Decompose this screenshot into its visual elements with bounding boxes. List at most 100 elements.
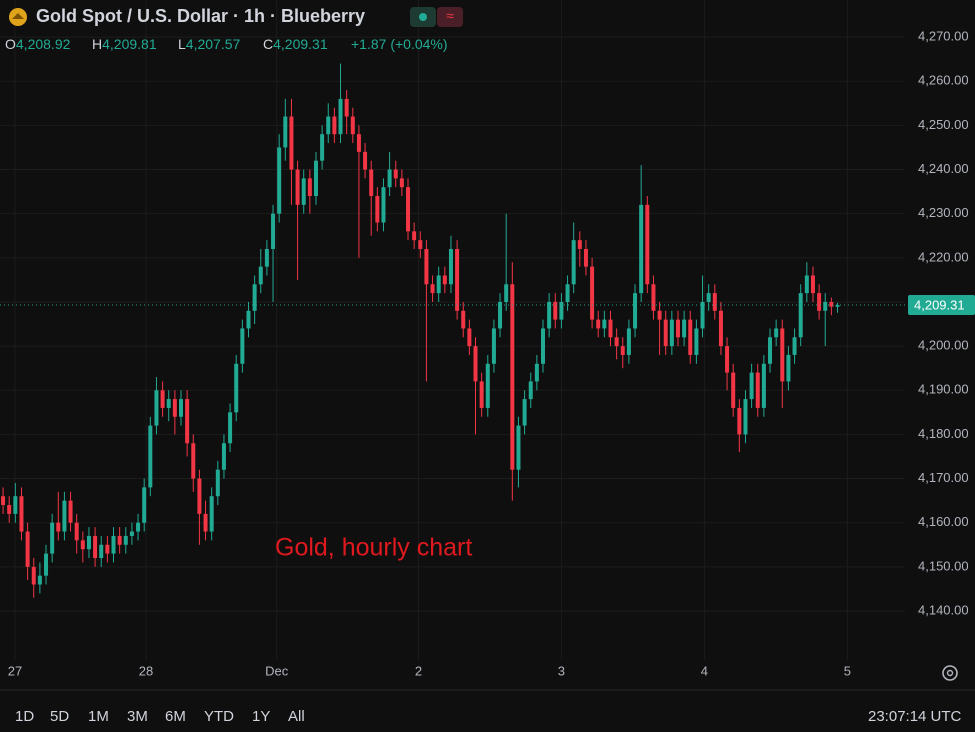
candle-body: [817, 293, 822, 311]
candle-body: [393, 169, 398, 179]
x-tick-label: 3: [558, 663, 565, 678]
range-button[interactable]: 3M: [127, 708, 148, 725]
candle-body: [467, 328, 472, 347]
candle-body: [663, 319, 668, 347]
candle-body: [418, 240, 423, 249]
ohlc-line: O4,208.92 H4,209.81 L4,207.57 C4,209.31 …: [5, 36, 448, 52]
candle-body: [829, 301, 834, 307]
clock: 23:07:14 UTC: [868, 708, 962, 725]
candle-body: [356, 134, 361, 152]
candle-body: [289, 116, 294, 170]
candle-body: [13, 496, 18, 514]
candle-body: [528, 381, 533, 400]
candle-body: [633, 293, 638, 329]
symbol-icon-glyph: [12, 13, 24, 19]
grid: [0, 0, 905, 660]
candle-body: [461, 310, 466, 329]
candle-body: [412, 231, 417, 241]
range-button[interactable]: 5D: [50, 708, 69, 725]
candle-body: [534, 363, 539, 382]
candle-body: [160, 390, 165, 408]
range-button[interactable]: YTD: [204, 708, 234, 725]
candle-body: [19, 496, 24, 532]
candle-body: [737, 407, 742, 435]
candle-body: [491, 328, 496, 364]
candle-body: [768, 337, 773, 364]
settings-icon[interactable]: [942, 665, 958, 681]
ohlc-value: 4,209.31: [273, 36, 328, 52]
toggle-buy-dot: [419, 13, 427, 21]
range-button[interactable]: 1M: [88, 708, 109, 725]
candle-body: [295, 169, 300, 205]
y-tick-label: 4,170.00: [918, 470, 969, 485]
range-button[interactable]: All: [288, 708, 305, 725]
candle-body: [258, 266, 263, 285]
candle-body: [307, 178, 312, 197]
candle-body: [780, 328, 785, 382]
candle-body: [590, 266, 595, 320]
candle-body: [25, 531, 30, 567]
candle-body: [694, 328, 699, 355]
candle-body: [749, 372, 754, 400]
candle-body: [271, 213, 276, 249]
y-tick-label: 4,190.00: [918, 382, 969, 397]
candle-body: [1, 496, 6, 506]
candle-body: [786, 354, 791, 382]
candle-body: [761, 363, 766, 408]
x-tick-label: 28: [139, 663, 153, 678]
candle-body: [792, 337, 797, 355]
candle-body: [774, 328, 779, 338]
candle-body: [62, 500, 67, 532]
settings-hub: [946, 669, 954, 677]
range-button[interactable]: 1D: [15, 708, 34, 725]
candle-body: [436, 275, 441, 294]
candle-body: [123, 535, 128, 545]
candle-body: [283, 116, 288, 148]
candle-body: [326, 116, 331, 135]
candle-body: [179, 399, 183, 417]
candle-body: [111, 535, 116, 554]
candle-body: [442, 275, 447, 285]
candle-body: [197, 478, 202, 514]
candle-body: [682, 319, 687, 338]
candle-body: [541, 328, 545, 364]
ohlc-change: +1.87 (+0.04%): [351, 36, 448, 52]
ohlc-key: O: [5, 36, 16, 52]
candle-body: [203, 513, 208, 532]
candle-body: [93, 535, 98, 559]
candle-body: [44, 553, 49, 576]
candle-body: [228, 412, 233, 444]
candle-body: [455, 248, 460, 311]
y-tick-label: 4,160.00: [918, 514, 969, 529]
candle-body: [246, 310, 251, 329]
candle-body: [743, 399, 748, 435]
candle-body: [651, 284, 656, 311]
x-tick-label: 2: [415, 663, 422, 678]
candle-body: [645, 204, 650, 285]
y-tick-label: 4,180.00: [918, 426, 969, 441]
overlay: 4,140.00 4,150.00 4,160.00 4,170.00 4,180.00…: [0, 29, 975, 678]
candle-body: [547, 301, 552, 329]
toggle-sell[interactable]: [437, 7, 463, 27]
ohlc-value: 4,207.57: [186, 36, 241, 52]
x-tick-label: 27: [8, 663, 22, 678]
candle-body: [823, 301, 828, 311]
candle-body: [154, 390, 159, 426]
candle-body: [731, 372, 736, 408]
candle-body: [725, 346, 730, 373]
toggle-sell-glyph: ≈: [446, 8, 454, 24]
range-button[interactable]: 6M: [165, 708, 186, 725]
candle-body: [31, 566, 36, 585]
candle-body: [234, 363, 239, 413]
candle-body: [583, 248, 588, 267]
candle-body: [498, 301, 503, 329]
candle-body: [136, 522, 141, 532]
range-button[interactable]: 1Y: [252, 708, 270, 725]
candle-body: [338, 98, 343, 135]
last-price-box: [908, 295, 975, 316]
candle-body: [86, 535, 91, 550]
candle-body: [50, 522, 55, 554]
candle-body: [510, 284, 515, 470]
x-tick-label: 4: [701, 663, 708, 678]
